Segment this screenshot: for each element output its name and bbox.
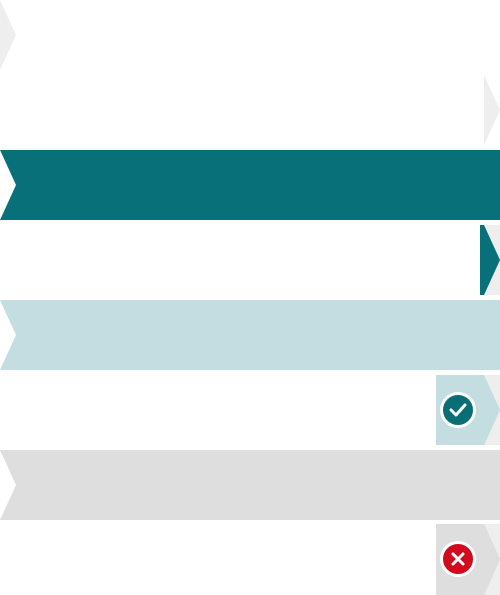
teal-banner[interactable] bbox=[0, 150, 500, 220]
gray-banner[interactable] bbox=[0, 450, 500, 520]
light-teal-banner[interactable] bbox=[0, 300, 500, 370]
teal-banner-shape bbox=[0, 150, 500, 220]
row-2 bbox=[0, 75, 500, 150]
success-tab[interactable] bbox=[436, 375, 500, 445]
chevron-right-icon bbox=[480, 225, 500, 295]
error-tab[interactable] bbox=[436, 524, 500, 595]
row-8 bbox=[0, 524, 500, 595]
chevron-right-icon bbox=[484, 75, 500, 145]
chevron-right-icon bbox=[0, 0, 16, 70]
row-6 bbox=[0, 375, 500, 445]
check-circle-icon bbox=[440, 392, 476, 428]
gray-banner-shape bbox=[0, 450, 500, 520]
row-1 bbox=[0, 0, 500, 75]
close-circle-icon bbox=[440, 541, 476, 577]
row-4 bbox=[0, 225, 500, 295]
light-teal-banner-shape bbox=[0, 300, 500, 370]
